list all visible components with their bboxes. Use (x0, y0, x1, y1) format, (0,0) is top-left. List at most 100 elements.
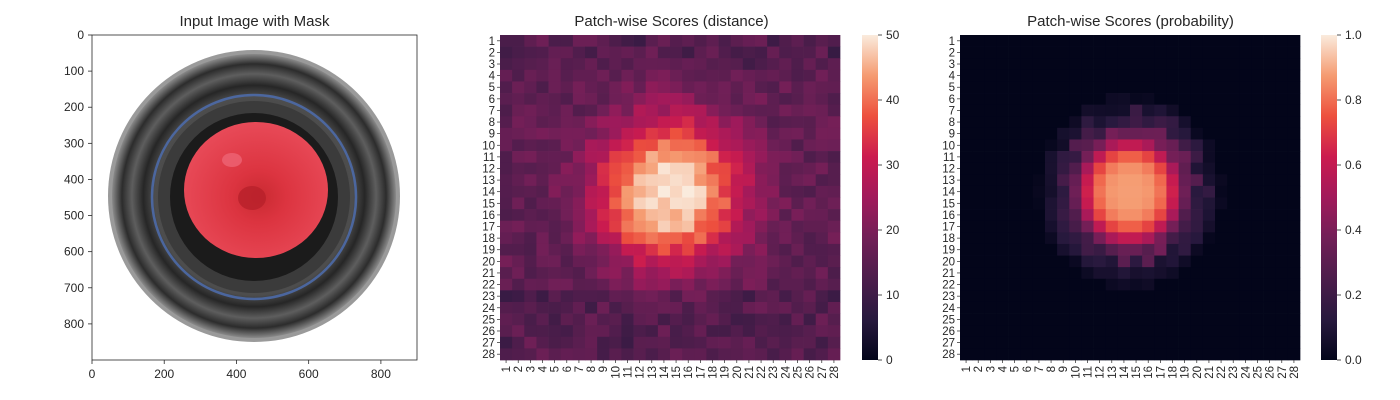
heatmap-cell (512, 81, 525, 94)
heatmap-cell (597, 127, 610, 140)
heatmap-cell (621, 267, 634, 280)
y-tick-label: 500 (64, 209, 84, 223)
heatmap-cell (1117, 46, 1131, 59)
heatmap-cell (803, 162, 817, 175)
heatmap-cell (1287, 301, 1301, 314)
heatmap-cell (718, 139, 732, 152)
heatmap-cell (585, 93, 598, 105)
heatmap-cell (670, 35, 683, 47)
heatmap-cell (1093, 151, 1107, 164)
y-tick-label: 400 (64, 172, 84, 186)
heatmap-cell (670, 220, 683, 233)
heatmap-cell (730, 220, 744, 233)
heatmap-cell (791, 197, 804, 210)
heatmap-cell (572, 232, 586, 245)
heatmap-cell (1275, 209, 1289, 222)
heatmap-cell (1215, 162, 1228, 175)
heatmap-cell (1251, 325, 1264, 338)
heatmap-cell (645, 104, 659, 117)
heatmap-cell (1239, 220, 1252, 233)
heatmap-cell (960, 116, 973, 129)
heatmap-cell (548, 104, 562, 117)
heatmap-cell (1202, 290, 1216, 303)
heatmap-cell (621, 151, 634, 164)
heatmap-cell (791, 267, 804, 280)
heatmap-cell (597, 278, 610, 291)
heatmap-cell (960, 93, 973, 105)
row-label: 14 (482, 187, 495, 199)
row-label: 6 (489, 94, 495, 106)
heatmap-cell (972, 220, 985, 233)
col-label: 28 (829, 366, 841, 379)
heatmap-cell (1287, 313, 1301, 326)
heatmap-cell (827, 255, 841, 268)
row-label: 10 (482, 140, 495, 152)
heatmap-cell (1093, 46, 1107, 59)
row-label: 13 (942, 175, 955, 187)
heatmap-cell (1093, 69, 1107, 82)
row-label: 15 (942, 198, 955, 210)
row-label: 2 (949, 47, 955, 59)
heatmap-cell (572, 69, 586, 82)
heatmap-cell (682, 127, 695, 140)
heatmap-cell (1117, 81, 1131, 94)
heatmap-cell (1227, 336, 1240, 349)
colorbar-tick-label: 0.4 (1345, 223, 1362, 237)
heatmap-cell (1166, 278, 1179, 291)
heatmap-cell (803, 301, 817, 314)
heatmap-cell (1105, 35, 1119, 47)
heatmap-cell (1275, 220, 1289, 233)
heatmap-cell (536, 185, 549, 198)
heatmap-cell (1081, 278, 1094, 291)
heatmap-probability-col-labels: 1 2 3 4 5 6 7 8 9 10 11 12 13 14 15 16 17 18 19 20 21 22 23 24 2… (961, 360, 1301, 379)
heatmap-cell (500, 209, 513, 222)
heatmap-cell (1178, 174, 1192, 187)
heatmap-cell (960, 325, 973, 338)
row-label: 12 (482, 163, 495, 175)
heatmap-cell (1215, 69, 1228, 82)
heatmap-cell (1166, 197, 1179, 210)
heatmap-cell (1166, 348, 1179, 361)
heatmap-cell (742, 348, 756, 361)
heatmap-cell (791, 93, 804, 105)
heatmap-cell (536, 220, 549, 233)
heatmap-cell (524, 220, 537, 233)
heatmap-cell (718, 69, 732, 82)
heatmap-cell (742, 301, 756, 314)
heatmap-cell (791, 301, 804, 314)
heatmap-cell (1130, 46, 1143, 59)
heatmap-cell (1081, 151, 1094, 164)
heatmap-cell (621, 185, 634, 198)
heatmap-cell (1142, 313, 1155, 326)
heatmap-cell (1032, 127, 1046, 140)
heatmap-cell (755, 220, 768, 233)
col-label: 22 (756, 366, 768, 379)
heatmap-cell (742, 243, 756, 256)
heatmap-cell (512, 116, 525, 129)
heatmap-cell (524, 243, 537, 256)
heatmap-cell (1166, 127, 1179, 140)
heatmap-cell (718, 116, 732, 129)
heatmap-cell (803, 81, 817, 94)
heatmap-cell (1117, 301, 1131, 314)
heatmap-cell (1008, 174, 1022, 187)
heatmap-cell (536, 58, 549, 71)
row-label: 18 (942, 233, 955, 245)
heatmap-cell (682, 336, 695, 349)
row-label: 9 (489, 129, 495, 141)
heatmap-cell (815, 255, 829, 268)
colorbar-distance (862, 35, 878, 360)
heatmap-cell (1251, 174, 1264, 187)
heatmap-cell (1287, 93, 1301, 105)
heatmap-cell (706, 162, 719, 175)
heatmap-cell (670, 301, 683, 314)
heatmap-cell (706, 325, 719, 338)
heatmap-cell (524, 185, 537, 198)
heatmap-cell (706, 46, 719, 59)
heatmap-cell (1032, 220, 1046, 233)
heatmap-cell (1190, 35, 1204, 47)
heatmap-cell (706, 35, 719, 47)
heatmap-cell (548, 325, 562, 338)
col-label: 2 (513, 366, 525, 372)
heatmap-cell (609, 139, 622, 152)
